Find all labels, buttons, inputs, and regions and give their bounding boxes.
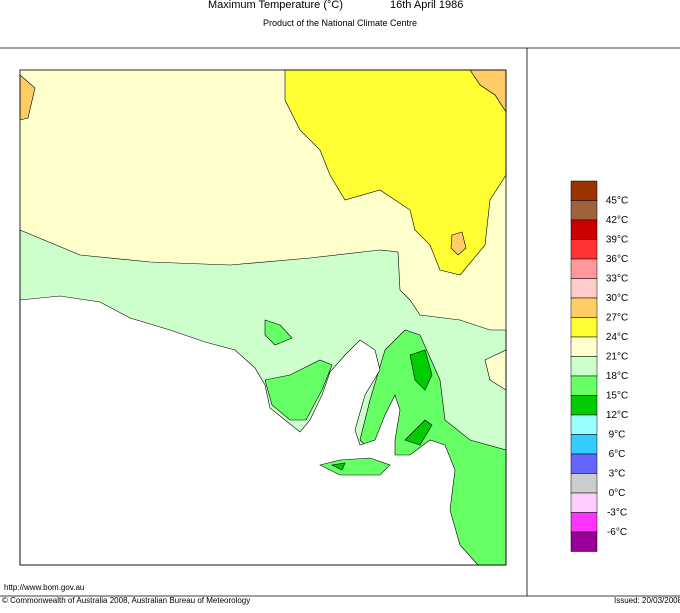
legend-label: 39°C [606, 235, 628, 246]
legend-swatch [570, 219, 598, 240]
zone-15 [404, 419, 433, 446]
legend-swatch [570, 512, 598, 533]
zone-15 [409, 349, 433, 391]
legend-label: 6°C [609, 449, 626, 460]
legend-label: 9°C [609, 430, 626, 441]
legend-swatch [570, 180, 598, 201]
legend-swatch [570, 375, 598, 396]
legend-swatch [570, 414, 598, 435]
legend-label: 45°C [606, 196, 628, 207]
legend-swatch [570, 278, 598, 299]
legend-swatch [570, 317, 598, 338]
legend-label: -6°C [607, 527, 627, 538]
legend-swatch [570, 258, 598, 279]
legend-swatch [570, 434, 598, 455]
legend-label: 12°C [606, 410, 628, 421]
legend-label: 15°C [606, 391, 628, 402]
legend-label: 27°C [606, 313, 628, 324]
legend-label: 42°C [606, 215, 628, 226]
legend-label: 33°C [606, 274, 628, 285]
issued: Issued: 20/03/2008 [614, 596, 680, 605]
legend-swatch [570, 297, 598, 318]
legend-label: -3°C [607, 508, 627, 519]
kangaroo-island [319, 457, 391, 476]
zone-24 [284, 69, 507, 276]
legend-swatch [570, 531, 598, 552]
legend-swatch [570, 395, 598, 416]
url: http://www.bom.gov.au [4, 583, 84, 592]
legend-swatch [570, 336, 598, 357]
zone-27 [450, 231, 467, 256]
legend-swatch [570, 239, 598, 260]
subtitle: Product of the National Climate Centre [263, 18, 417, 28]
legend-label: 18°C [606, 371, 628, 382]
legend-label: 21°C [606, 352, 628, 363]
legend-swatch [570, 356, 598, 377]
legend-label: 3°C [609, 469, 626, 480]
legend-label: 0°C [609, 488, 626, 499]
zone-18 [264, 319, 293, 346]
legend-swatch [570, 200, 598, 221]
zone-15 [331, 462, 346, 471]
map-frame [19, 69, 507, 566]
legend-label: 36°C [606, 254, 628, 265]
legend: 45°C 42°C 39°C 36°C 33°C 30°C 27°C 24°C 21°C 18°C… [570, 180, 628, 552]
legend-label: 24°C [606, 332, 628, 343]
ocean [19, 295, 479, 566]
legend-swatch [570, 492, 598, 513]
title: Maximum Temperature (°C) [208, 0, 343, 11]
legend-swatch [570, 453, 598, 474]
legend-label: 30°C [606, 293, 628, 304]
copyright: © Commonwealth of Australia 2008, Austra… [2, 596, 250, 605]
date: 16th April 1986 [390, 0, 463, 11]
map [19, 69, 507, 566]
legend-swatch [570, 473, 598, 494]
zone-18 [264, 359, 333, 421]
